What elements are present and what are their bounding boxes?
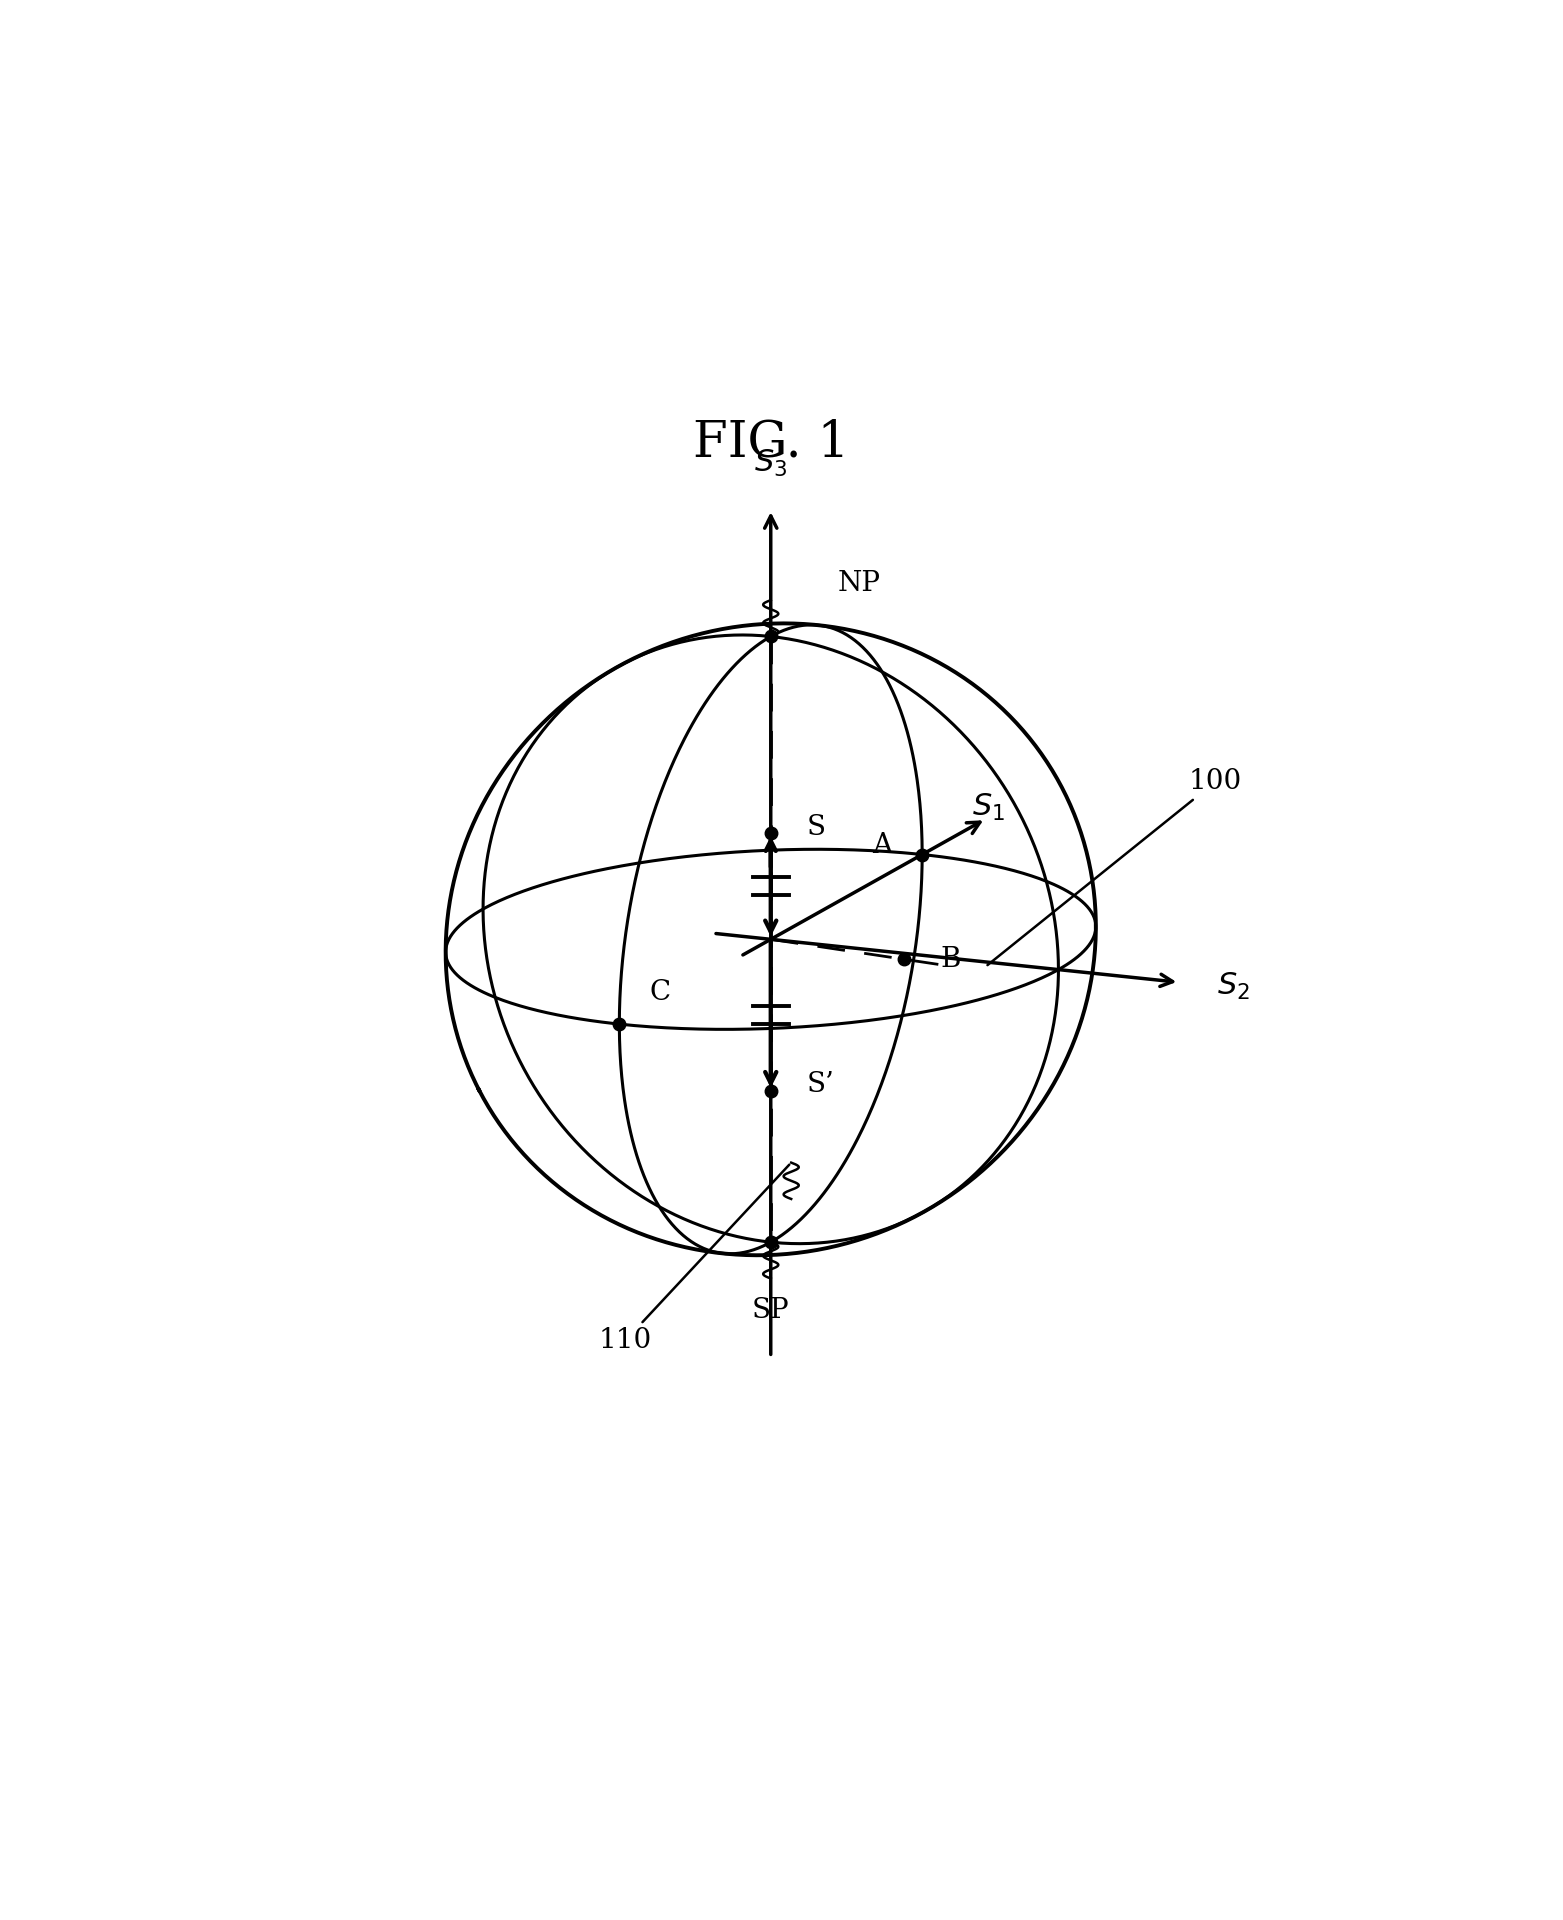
Text: 110: 110 xyxy=(599,1165,789,1354)
Text: SP: SP xyxy=(752,1296,789,1323)
Text: FIG. 1: FIG. 1 xyxy=(692,419,849,468)
Text: 100: 100 xyxy=(988,768,1243,966)
Text: $S_3$: $S_3$ xyxy=(753,447,788,478)
Text: S: S xyxy=(807,814,827,841)
Text: B: B xyxy=(941,947,961,973)
Text: $S_1$: $S_1$ xyxy=(972,793,1005,824)
Text: $S_2$: $S_2$ xyxy=(1216,972,1249,1002)
Text: A: A xyxy=(872,831,892,858)
Text: S’: S’ xyxy=(807,1071,835,1098)
Text: C: C xyxy=(650,979,671,1006)
Text: NP: NP xyxy=(838,570,880,597)
